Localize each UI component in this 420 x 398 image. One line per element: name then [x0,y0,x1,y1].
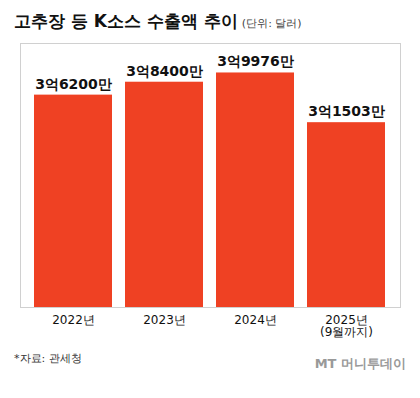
svg-text:3억6200만: 3억6200만 [35,76,112,92]
svg-text:2022년: 2022년 [52,313,95,327]
svg-text:3억9976만: 3억9976만 [217,53,294,69]
html-text:고추장 등 K소스 수출액 추이 (단위: 달러): 고추장 등 K소스 수출액 추이 (단위: 달러) [14,11,302,31]
svg-text:2025년(9월까지): 2025년(9월까지) [320,313,373,339]
svg-text:3억1503만: 3억1503만 [308,103,385,119]
html-text:*자료: 관세청: *자료: 관세청 [14,352,82,365]
svg-text:3억8400만: 3억8400만 [126,63,203,79]
html-text:MT 머니투데이: MT 머니투데이 [314,356,406,371]
svg-text:2023년: 2023년 [143,313,186,327]
svg-text:2024년: 2024년 [234,313,277,327]
